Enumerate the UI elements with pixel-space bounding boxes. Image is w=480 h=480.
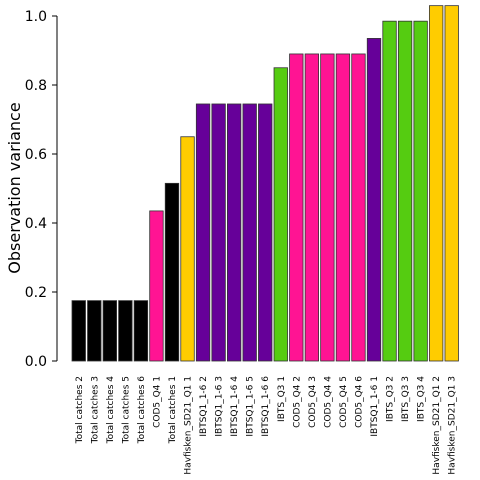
bar: [133, 300, 149, 362]
x-axis-labels: Total catches 2 Total catches 3 Total catc…: [75, 376, 458, 475]
x-tick-label: COD5_Q4 1: [152, 376, 162, 428]
bar: [289, 53, 304, 362]
x-tick-label: IBTSQ1_1-6 4: [230, 376, 240, 437]
y-tick-label: 0.8: [25, 78, 47, 94]
bar: [273, 67, 288, 362]
bar: [242, 103, 257, 362]
y-axis: 0.0 0.2 0.4 0.6 0.8 1.0: [25, 9, 58, 370]
x-tick-label: Total catches 5: [121, 376, 131, 444]
bar: [211, 103, 226, 362]
x-tick-label: Havfisken_SD21_Q1 3: [448, 376, 458, 475]
bar: [180, 136, 195, 362]
y-axis-label: Observation variance: [5, 102, 24, 273]
x-tick-label: IBTS_Q3 1: [277, 376, 287, 422]
y-tick-label: 1.0: [25, 9, 47, 25]
x-tick-label: Total catches 4: [106, 376, 116, 445]
y-tick-label: 0.0: [25, 354, 47, 370]
bar: [397, 20, 413, 362]
x-tick-label: IBTS_Q3 4: [417, 376, 427, 422]
bar: [335, 53, 351, 362]
x-tick-label: IBTSQ1_1-6 3: [215, 376, 225, 437]
x-tick-label: COD5_Q4 3: [308, 376, 318, 428]
x-tick-label: COD5_Q4 4: [323, 376, 333, 428]
bar: [444, 5, 459, 362]
bar: [226, 103, 242, 362]
bar: [87, 300, 102, 362]
bar: [413, 20, 428, 362]
bar: [118, 300, 133, 362]
x-tick-label: IBTS_Q3 2: [386, 376, 396, 422]
x-tick-label: COD5_Q4 2: [292, 376, 302, 428]
bar: [258, 103, 273, 362]
bar: [320, 53, 335, 362]
x-tick-label: Total catches 3: [90, 376, 100, 444]
y-tick-label: 0.2: [25, 285, 47, 301]
x-tick-label: Havfisken_SD21_Q1 1: [184, 376, 194, 475]
bar: [71, 300, 86, 362]
x-tick-label: IBTS_Q3 3: [401, 376, 411, 422]
bar: [366, 38, 382, 362]
bar: [351, 53, 366, 362]
x-tick-label: COD5_Q4 6: [354, 376, 364, 428]
y-tick-label: 0.6: [25, 147, 47, 163]
x-tick-label: IBTSQ1_1-6 6: [261, 376, 271, 437]
bar: [304, 53, 320, 362]
x-tick-label: Total catches 2: [75, 376, 85, 444]
x-tick-label: COD5_Q4 5: [339, 376, 349, 428]
bar: [149, 210, 164, 362]
bar: [164, 182, 180, 362]
bar: [429, 5, 444, 362]
x-tick-label: IBTSQ1_1-6 1: [370, 376, 380, 437]
bar: [195, 103, 211, 362]
x-tick-label: Total catches 1: [168, 376, 178, 444]
bar: [102, 300, 117, 362]
bars-group: [71, 5, 459, 362]
x-tick-label: Havfisken_SD21_Q1 2: [432, 376, 442, 475]
y-tick-label: 0.4: [25, 216, 47, 232]
bar: [382, 20, 397, 362]
x-tick-label: IBTSQ1_1-6 2: [199, 376, 209, 437]
x-tick-label: Total catches 6: [137, 376, 147, 445]
x-tick-label: IBTSQ1_1-6 5: [246, 376, 256, 437]
